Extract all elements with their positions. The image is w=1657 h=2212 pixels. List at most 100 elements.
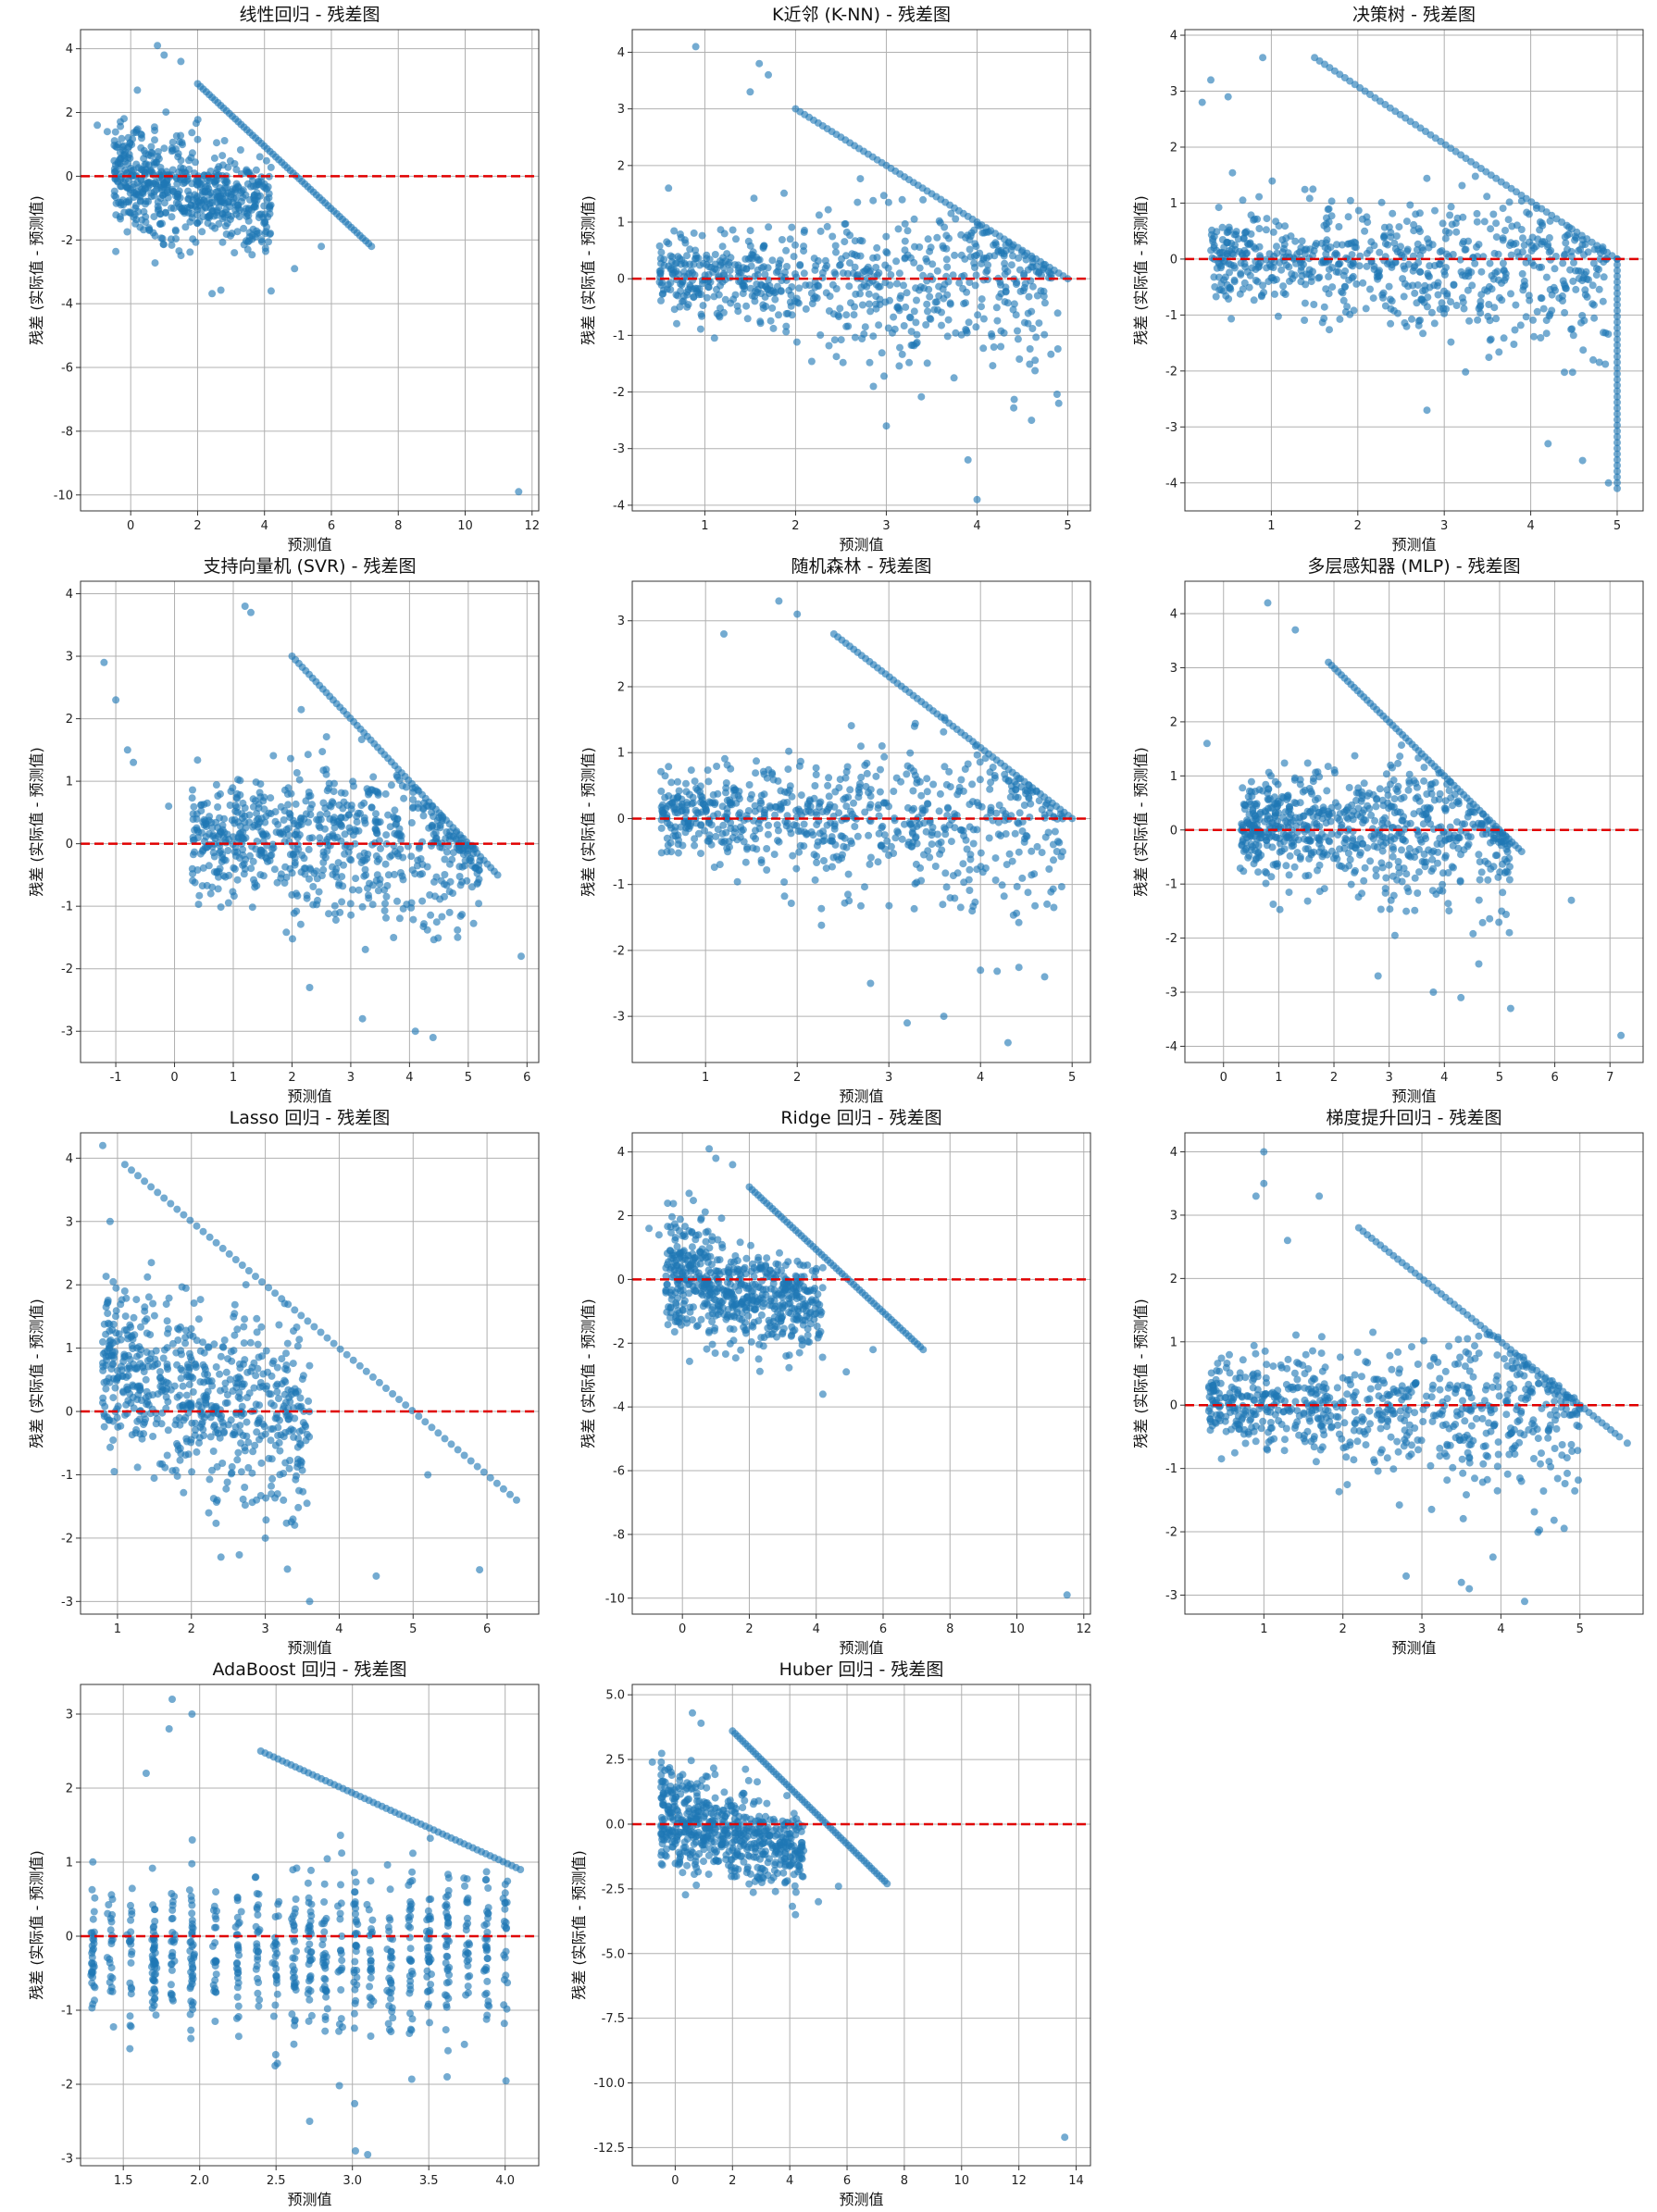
- scatter-point: [1252, 800, 1261, 808]
- scatter-point: [1441, 804, 1450, 813]
- scatter-point: [1025, 292, 1033, 301]
- scatter-point: [1613, 358, 1621, 367]
- scatter-point: [163, 1451, 171, 1460]
- scatter-point: [1517, 848, 1526, 856]
- scatter-point: [982, 268, 990, 277]
- plot-title: 线性回归 - 残差图: [240, 5, 380, 25]
- scatter-point: [1211, 283, 1219, 291]
- scatter-point: [1263, 264, 1271, 272]
- scatter-point: [1445, 907, 1453, 915]
- scatter-point: [1285, 889, 1293, 897]
- scatter-point: [1313, 820, 1321, 827]
- scatter-point: [983, 254, 990, 262]
- scatter-point: [813, 821, 821, 829]
- scatter-point: [966, 851, 975, 859]
- scatter-point: [198, 228, 206, 236]
- scatter-point: [841, 220, 849, 229]
- scatter-point: [1505, 928, 1514, 937]
- scatter-point: [811, 782, 819, 789]
- scatter-point: [690, 229, 698, 237]
- y-tick-label: 3: [617, 103, 625, 117]
- scatter-point: [746, 227, 754, 235]
- scatter-point: [270, 865, 279, 874]
- scatter-point: [864, 274, 871, 282]
- scatter-point: [906, 764, 915, 772]
- scatter-point: [919, 271, 928, 280]
- scatter-point: [260, 805, 268, 814]
- scatter-point: [1447, 203, 1455, 211]
- scatter-point: [181, 223, 190, 231]
- scatter-point: [1575, 246, 1583, 255]
- scatter-point: [1447, 794, 1455, 802]
- scatter-point: [698, 231, 706, 240]
- scatter-point: [1378, 819, 1387, 827]
- scatter-point: [1617, 1031, 1626, 1039]
- scatter-point: [1403, 245, 1412, 254]
- axes-frame: [80, 580, 540, 1063]
- scatter-point: [938, 846, 946, 854]
- scatter-point: [927, 243, 935, 252]
- scatter-point: [213, 193, 221, 201]
- scatter-point: [921, 806, 929, 814]
- scatter-point: [1484, 876, 1492, 884]
- scatter-point: [272, 828, 280, 837]
- scatter-point: [391, 814, 399, 822]
- scatter-point: [1299, 813, 1307, 820]
- scatter-point: [1578, 277, 1587, 285]
- x-axis-label: 预测值: [287, 536, 331, 553]
- scatter-point: [1027, 800, 1035, 808]
- scatter-point: [1494, 250, 1502, 258]
- y-tick-label: -6: [61, 362, 73, 376]
- scatter-point: [787, 900, 795, 907]
- scatter-point: [1015, 963, 1023, 972]
- scatter-point: [1363, 249, 1371, 257]
- scatter-point: [131, 210, 139, 218]
- scatter-point: [830, 336, 839, 344]
- scatter-point: [156, 164, 165, 171]
- scatter-point: [1567, 896, 1576, 904]
- scatter-point: [765, 223, 773, 231]
- scatter-point: [943, 803, 952, 812]
- scatter-point: [777, 287, 785, 295]
- scatter-point: [142, 1375, 150, 1384]
- scatter-point: [686, 245, 694, 254]
- scatter-point: [173, 180, 181, 188]
- scatter-point: [844, 322, 853, 330]
- scatter-point: [934, 839, 942, 848]
- scatter-point: [249, 857, 257, 865]
- scatter-point: [289, 851, 297, 859]
- scatter-point: [1423, 790, 1431, 798]
- y-axis-label: 残差 (实际值 - 预测值): [1132, 195, 1150, 345]
- scatter-point: [702, 803, 710, 812]
- scatter-point: [376, 880, 384, 889]
- scatter-point: [753, 757, 760, 765]
- scatter-point: [1318, 830, 1326, 839]
- scatter-point: [1387, 319, 1395, 328]
- scatter-point: [455, 863, 464, 871]
- scatter-point: [1227, 245, 1236, 254]
- scatter-point: [782, 322, 791, 330]
- scatter-point: [1382, 874, 1390, 882]
- scatter-point: [1402, 820, 1411, 828]
- scatter-point: [132, 160, 141, 168]
- scatter-point: [971, 898, 979, 906]
- scatter-point: [1568, 368, 1576, 377]
- scatter-point: [232, 166, 241, 174]
- scatter-point: [842, 767, 851, 776]
- scatter-point: [407, 899, 416, 907]
- scatter-point: [760, 242, 768, 250]
- scatter-point: [1550, 283, 1558, 292]
- scatter-point: [936, 789, 944, 798]
- scatter-point: [1269, 264, 1277, 271]
- scatter-point: [1309, 777, 1317, 786]
- scatter-point: [224, 899, 232, 907]
- scatter-point: [456, 881, 465, 889]
- scatter-point: [1373, 794, 1381, 802]
- scatter-point: [947, 209, 955, 217]
- scatter-point: [323, 787, 331, 795]
- scatter-point: [807, 289, 816, 297]
- scatter-point: [1362, 304, 1370, 313]
- scatter-point: [316, 824, 324, 831]
- scatter-point: [441, 855, 449, 864]
- scatter-point: [667, 848, 676, 856]
